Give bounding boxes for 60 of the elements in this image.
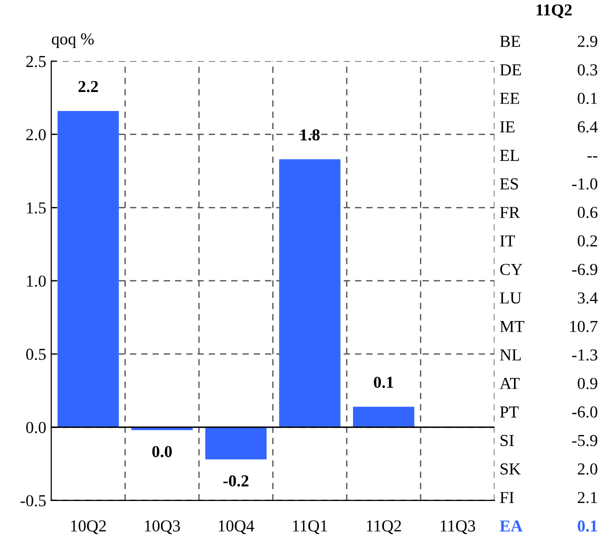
x-tick-label: 11Q1 [293, 520, 327, 534]
x-tick-label: 11Q3 [440, 520, 476, 534]
text: 0.1 [578, 92, 597, 104]
text: -1.3 [572, 349, 598, 361]
y-tick-label: 0.0 [26, 422, 46, 434]
category-label: SK [500, 463, 521, 475]
category-label: FR [500, 206, 520, 218]
text: 2.0 [578, 463, 598, 475]
category-label: EA [500, 520, 523, 532]
data-label: 0.1 [374, 376, 394, 388]
text: -- [587, 156, 598, 158]
bar [279, 159, 340, 428]
text: 11Q2 [536, 4, 572, 18]
text: 2.1 [578, 492, 597, 504]
text: 0.2 [578, 235, 598, 247]
text: 0.1 [578, 520, 598, 532]
category-label: AT [500, 378, 520, 389]
category-label: EL [500, 150, 519, 161]
x-tick-label: 10Q3 [145, 520, 180, 534]
category-label: SI [500, 434, 514, 446]
category-label: PT [500, 406, 519, 418]
category-label: DE [500, 64, 521, 76]
y-tick-label: 1.5 [27, 202, 46, 214]
bar [353, 406, 414, 428]
y-tick-label: 2.0 [26, 129, 46, 140]
x-tick-label: 10Q2 [71, 520, 106, 534]
category-label: BE [500, 36, 520, 47]
category-label: LU [500, 292, 522, 304]
bar [58, 110, 119, 428]
text: 0.9 [578, 378, 598, 390]
y-tick-label: -0.5 [20, 495, 46, 506]
y-tick-label: 0.5 [26, 348, 46, 360]
category-label: IT [500, 235, 515, 246]
bar [205, 427, 267, 460]
category-label: MT [500, 320, 524, 332]
text: 0.6 [578, 206, 598, 218]
text: -6.0 [572, 406, 598, 418]
category-label: ES [500, 178, 518, 190]
text: 2.9 [578, 36, 598, 48]
text: 3.4 [578, 292, 598, 304]
text: -5.9 [572, 434, 598, 446]
category-label: EE [500, 92, 520, 104]
text: 10.7 [570, 320, 598, 332]
data-label: -0.2 [223, 475, 248, 487]
category-label: CY [500, 264, 522, 276]
x-tick-label: 10Q4 [218, 520, 254, 534]
text: 6.4 [578, 121, 598, 133]
text: -1.0 [572, 178, 598, 190]
y-tick-label: 2.5 [26, 56, 46, 68]
category-label: NL [500, 350, 521, 360]
y-axis-title: qoq % [52, 33, 94, 48]
text: 0.3 [578, 64, 598, 76]
data-label: 1.8 [300, 129, 320, 141]
text: -6.9 [572, 264, 598, 276]
y-tick-label: 1.0 [27, 275, 46, 287]
category-label: FI [500, 492, 514, 503]
data-label: 0.0 [152, 446, 172, 458]
category-label: IE [500, 121, 514, 132]
x-tick-label: 11Q2 [366, 520, 401, 534]
data-label: 2.2 [78, 80, 98, 92]
